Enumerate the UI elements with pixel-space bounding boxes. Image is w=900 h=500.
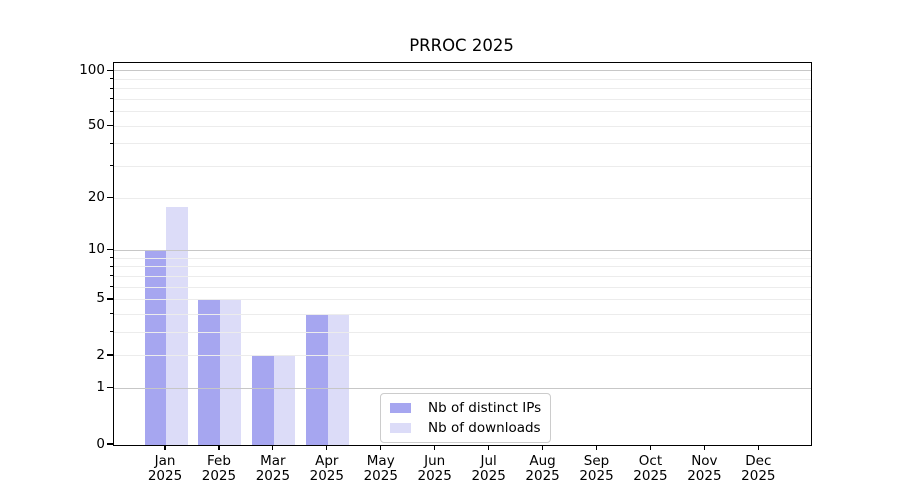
legend-swatch-downloads-icon bbox=[390, 422, 411, 434]
y-tick-mark bbox=[107, 69, 113, 71]
bar-nb-of-downloads-jan bbox=[166, 206, 188, 445]
x-tick-mark-apr bbox=[326, 445, 328, 451]
y-tick-mark bbox=[107, 387, 113, 389]
y-minor-tick-mark bbox=[109, 265, 113, 267]
x-tick-mark-may bbox=[380, 445, 382, 451]
y-tick-mark bbox=[107, 354, 113, 356]
x-tick-mark-nov bbox=[703, 445, 705, 451]
x-tick-mark-jul bbox=[488, 445, 490, 451]
x-tick-mark-jan bbox=[164, 445, 166, 451]
x-tick-mark-jun bbox=[434, 445, 436, 451]
y-tick-label-100: 100 bbox=[79, 61, 105, 78]
legend-label-downloads: Nb of downloads bbox=[428, 420, 541, 436]
y-tick-mark bbox=[107, 298, 113, 300]
x-tick-label-jan: Jan 2025 bbox=[147, 453, 183, 485]
x-tick-mark-oct bbox=[649, 445, 652, 451]
bar-nb-of-downloads-mar bbox=[273, 356, 296, 445]
y-tick-label-2: 2 bbox=[96, 346, 105, 363]
y-minor-tick-mark bbox=[109, 165, 113, 167]
x-tick-label-dec: Dec 2025 bbox=[741, 453, 776, 485]
y-minor-tick-mark bbox=[109, 313, 113, 315]
y-minor-tick-mark bbox=[109, 110, 113, 112]
x-tick-mark-dec bbox=[757, 445, 759, 451]
x-tick-label-jul: Jul 2025 bbox=[471, 453, 506, 485]
x-tick-label-apr: Apr 2025 bbox=[309, 453, 344, 485]
x-tick-mark-aug bbox=[541, 445, 544, 451]
y-minor-tick-mark bbox=[109, 142, 113, 144]
y-minor-tick-mark bbox=[109, 98, 113, 100]
x-tick-label-sep: Sep 2025 bbox=[579, 453, 614, 485]
x-tick-label-may: May 2025 bbox=[363, 453, 398, 485]
bar-nb-of-distinct-ips-mar bbox=[252, 356, 274, 445]
x-tick-label-oct: Oct 2025 bbox=[633, 453, 668, 485]
x-tick-mark-mar bbox=[272, 445, 274, 451]
y-tick-label-5: 5 bbox=[96, 290, 105, 307]
y-minor-tick-mark bbox=[109, 257, 113, 259]
y-tick-mark bbox=[107, 249, 113, 251]
x-tick-label-mar: Mar 2025 bbox=[255, 453, 291, 485]
x-tick-label-nov: Nov 2025 bbox=[687, 453, 722, 485]
y-tick-label-20: 20 bbox=[87, 189, 105, 206]
bars-layer bbox=[114, 63, 811, 445]
x-tick-label-feb: Feb 2025 bbox=[201, 453, 237, 485]
bar-nb-of-downloads-feb bbox=[219, 299, 242, 445]
y-minor-tick-mark bbox=[109, 285, 113, 287]
legend-swatch-distinct-ips-icon bbox=[390, 402, 411, 414]
bar-nb-of-distinct-ips-feb bbox=[198, 299, 220, 445]
legend-item-downloads: Nb of downloads bbox=[390, 420, 541, 436]
bar-nb-of-distinct-ips-jan bbox=[144, 250, 166, 445]
x-tick-label-jun: Jun 2025 bbox=[417, 453, 452, 485]
y-tick-label-10: 10 bbox=[87, 241, 105, 258]
y-minor-tick-mark bbox=[109, 275, 113, 277]
y-tick-mark bbox=[107, 196, 113, 199]
y-minor-tick-mark bbox=[109, 78, 113, 80]
y-tick-label-0: 0 bbox=[96, 435, 105, 452]
chart-title: PRROC 2025 bbox=[409, 36, 514, 55]
legend-item-distinct-ips: Nb of distinct IPs bbox=[390, 400, 541, 416]
y-minor-tick-mark bbox=[109, 87, 113, 89]
y-tick-mark bbox=[107, 443, 113, 445]
y-tick-label-1: 1 bbox=[96, 379, 105, 396]
y-tick-mark bbox=[107, 125, 113, 127]
plot-area: Nb of distinct IPs Nb of downloads bbox=[113, 62, 812, 446]
legend-label-distinct-ips: Nb of distinct IPs bbox=[428, 400, 542, 416]
y-tick-label-50: 50 bbox=[87, 117, 105, 134]
y-minor-tick-mark bbox=[109, 331, 113, 333]
legend: Nb of distinct IPs Nb of downloads bbox=[380, 393, 552, 443]
x-tick-mark-feb bbox=[218, 445, 220, 451]
x-tick-label-aug: Aug 2025 bbox=[525, 453, 560, 485]
x-tick-mark-sep bbox=[595, 445, 598, 451]
bar-nb-of-distinct-ips-apr bbox=[306, 314, 328, 445]
bar-nb-of-downloads-apr bbox=[327, 314, 350, 445]
